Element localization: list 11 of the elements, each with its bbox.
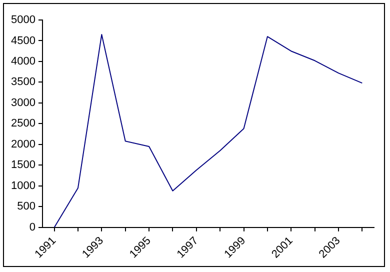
y-tick-label: 3000 — [10, 96, 36, 109]
y-tick-label: 4500 — [10, 34, 36, 47]
y-tick-label: 1500 — [10, 159, 36, 172]
y-tick-label: 500 — [17, 200, 36, 213]
y-tick-label: 2500 — [10, 118, 36, 130]
y-tick-label: 4000 — [10, 56, 36, 68]
y-tick-label: 0 — [29, 221, 36, 234]
y-tick-label: 3500 — [10, 76, 36, 88]
y-tick-label: 2000 — [10, 138, 36, 150]
y-tick-label: 1000 — [10, 180, 36, 192]
y-tick-label: 5000 — [10, 14, 36, 26]
